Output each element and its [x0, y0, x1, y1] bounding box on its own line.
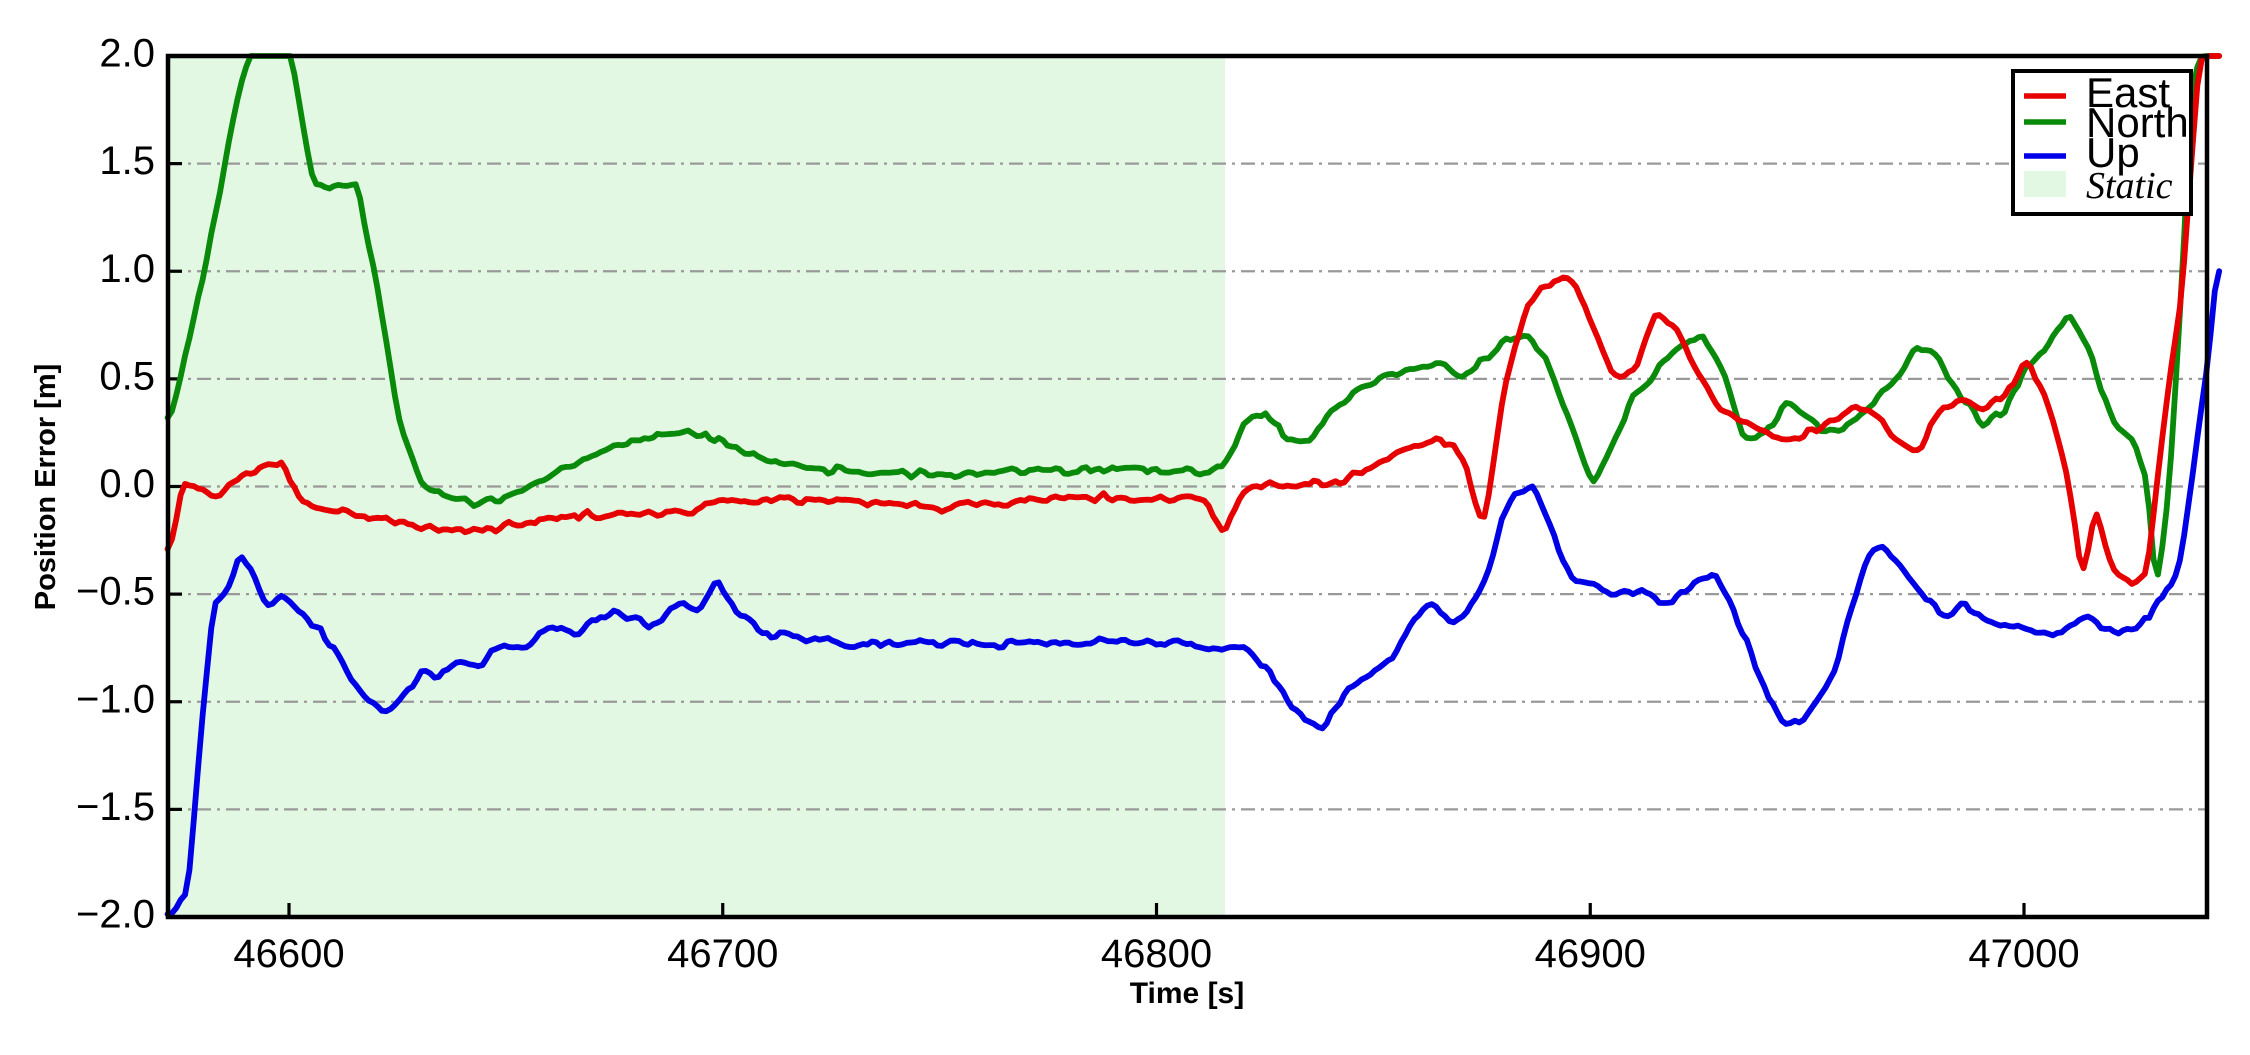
svg-text:Static: Static	[2086, 165, 2173, 207]
svg-text:46700: 46700	[667, 932, 778, 976]
svg-text:46800: 46800	[1101, 932, 1212, 976]
svg-text:46900: 46900	[1535, 932, 1646, 976]
svg-text:0.0: 0.0	[99, 462, 155, 506]
svg-text:−1.0: −1.0	[76, 677, 155, 721]
svg-text:1.5: 1.5	[99, 139, 155, 183]
svg-text:0.5: 0.5	[99, 354, 155, 398]
svg-text:1.0: 1.0	[99, 247, 155, 291]
svg-text:−0.5: −0.5	[76, 570, 155, 614]
svg-text:Position Error [m]: Position Error [m]	[30, 364, 62, 611]
svg-text:−2.0: −2.0	[76, 893, 155, 937]
svg-text:46600: 46600	[233, 932, 344, 976]
svg-text:−1.5: −1.5	[76, 785, 155, 829]
svg-text:47000: 47000	[1968, 932, 2079, 976]
svg-text:2.0: 2.0	[99, 32, 155, 76]
svg-text:Time [s]: Time [s]	[1130, 977, 1244, 1010]
